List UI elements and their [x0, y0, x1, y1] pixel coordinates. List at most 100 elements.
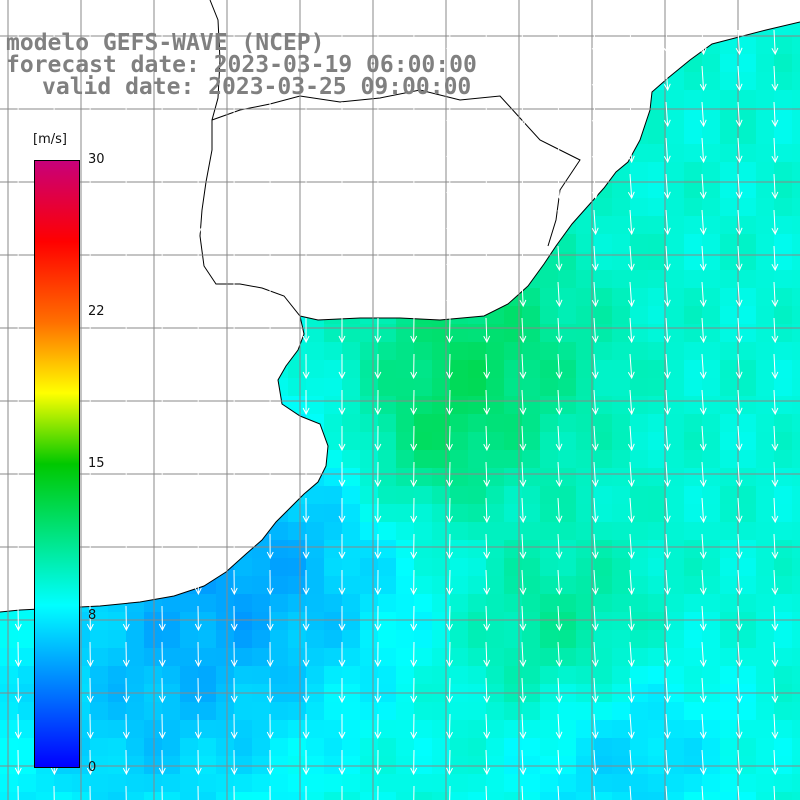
- wind-cell: [774, 180, 793, 199]
- wind-arrow: [86, 497, 94, 524]
- wind-cell: [396, 522, 415, 541]
- wind-arrow: [593, 785, 596, 800]
- wind-cell: [90, 612, 109, 631]
- wind-cell: [540, 738, 559, 757]
- wind-cell: [432, 630, 451, 649]
- wind-arrow: [122, 209, 130, 236]
- wind-arrow: [555, 353, 563, 380]
- wind-arrow: [627, 209, 635, 236]
- wind-cell: [360, 576, 379, 595]
- wind-cell: [792, 738, 800, 757]
- wind-cell: [558, 468, 577, 487]
- wind-cell: [666, 648, 685, 667]
- wind-arrow: [374, 281, 382, 308]
- wind-arrow: [158, 749, 166, 776]
- wind-cell: [612, 612, 631, 631]
- wind-arrow: [374, 677, 382, 704]
- wind-arrow: [555, 569, 563, 596]
- wind-cell: [180, 630, 199, 649]
- wind-cell: [522, 612, 541, 631]
- wind-cell: [630, 558, 649, 577]
- wind-cell: [648, 648, 667, 667]
- wind-cell: [504, 594, 523, 613]
- wind-arrow: [50, 29, 58, 56]
- wind-arrow: [627, 101, 635, 128]
- wind-arrow: [338, 498, 346, 524]
- wind-cell: [522, 648, 541, 667]
- wind-arrow: [699, 569, 707, 596]
- wind-cell: [288, 522, 307, 541]
- wind-arrow: [555, 677, 563, 704]
- wind-cell: [414, 666, 433, 685]
- wind-arrow: [663, 317, 671, 344]
- wind-arrow: [302, 317, 310, 344]
- wind-cell: [342, 720, 361, 739]
- wind-cell: [180, 774, 199, 793]
- wind-cell: [288, 648, 307, 667]
- wind-cell: [468, 666, 487, 685]
- wind-cell: [684, 72, 703, 91]
- wind-cell: [540, 432, 559, 451]
- wind-cell: [126, 774, 145, 793]
- wind-cell: [504, 360, 523, 379]
- wind-cell: [738, 342, 757, 361]
- wind-cell: [684, 306, 703, 325]
- wind-cell: [594, 198, 613, 217]
- wind-arrow: [735, 533, 743, 560]
- wind-cell: [414, 396, 433, 415]
- wind-cell: [432, 666, 451, 685]
- wind-cell: [666, 468, 685, 487]
- wind-arrow: [302, 677, 310, 704]
- wind-cell: [702, 666, 721, 685]
- wind-arrow: [557, 785, 560, 800]
- wind-cell: [396, 468, 415, 487]
- wind-arrow: [663, 425, 671, 452]
- wind-cell: [162, 594, 181, 613]
- wind-arrow: [230, 497, 238, 524]
- wind-cell: [684, 432, 703, 451]
- wind-arrow: [122, 749, 130, 776]
- wind-cell: [540, 594, 559, 613]
- wind-cell: [468, 612, 487, 631]
- wind-arrow: [735, 497, 743, 524]
- wind-arrow: [266, 677, 274, 704]
- wind-cell: [486, 360, 505, 379]
- wind-cell: [756, 720, 775, 739]
- wind-cell: [378, 648, 397, 667]
- wind-arrow: [591, 29, 599, 56]
- wind-arrow: [735, 605, 743, 632]
- wind-arrow: [86, 353, 94, 380]
- wind-cell: [774, 414, 793, 433]
- wind-cell: [630, 414, 649, 433]
- wind-arrow: [663, 713, 671, 740]
- wind-cell: [684, 522, 703, 541]
- wind-cell: [720, 306, 739, 325]
- wind-arrow: [591, 173, 599, 200]
- wind-cell: [792, 378, 800, 397]
- wind-cell: [594, 450, 613, 469]
- wind-cell: [378, 504, 397, 523]
- wind-cell: [594, 432, 613, 451]
- wind-arrow: [194, 569, 202, 596]
- wind-cell: [486, 576, 505, 595]
- wind-cell: [90, 666, 109, 685]
- wind-arrow: [771, 425, 779, 452]
- wind-cell: [378, 792, 397, 800]
- wind-arrow: [194, 713, 202, 740]
- wind-arrow: [446, 677, 453, 704]
- wind-arrow: [374, 749, 382, 776]
- wind-cell: [234, 594, 253, 613]
- wind-arrow: [194, 281, 202, 308]
- wind-cell: [594, 234, 613, 253]
- wind-arrow: [446, 137, 453, 164]
- wind-arrow: [519, 29, 527, 56]
- wind-cell: [342, 504, 361, 523]
- wind-cell: [234, 702, 253, 721]
- wind-arrow: [555, 461, 563, 488]
- wind-cell: [450, 630, 469, 649]
- wind-arrow: [591, 641, 599, 668]
- wind-arrow: [591, 677, 599, 704]
- wind-arrow: [338, 462, 346, 488]
- wind-cell: [324, 324, 343, 343]
- wind-arrow: [591, 389, 599, 416]
